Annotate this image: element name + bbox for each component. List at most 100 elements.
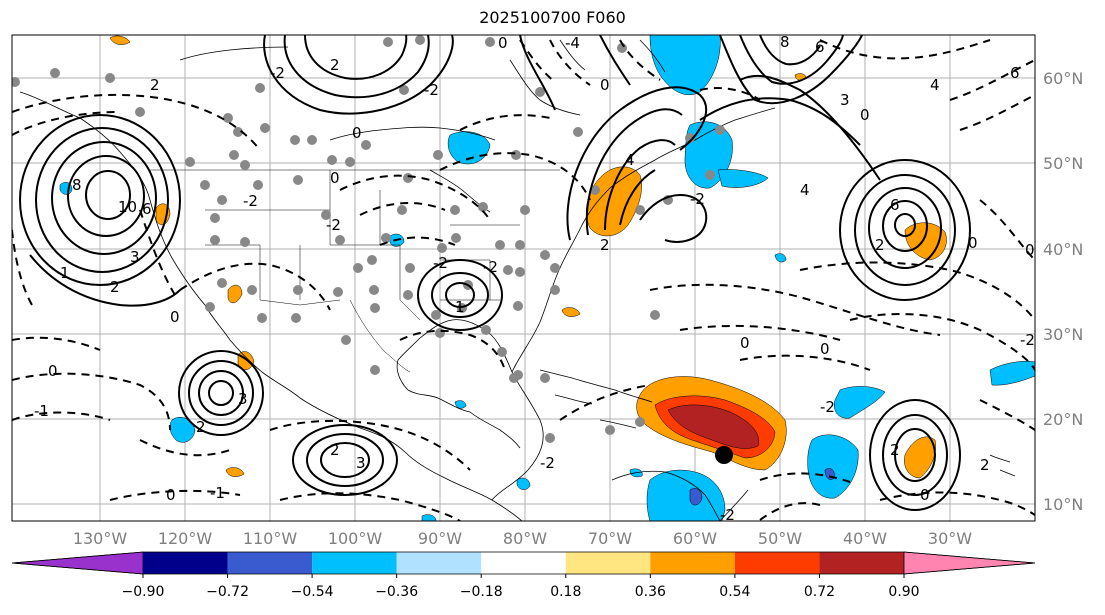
- svg-text:-2: -2: [243, 192, 258, 210]
- colorbar-extend-high: [903, 551, 1036, 575]
- svg-text:-1: -1: [210, 484, 225, 502]
- lon-label-80w: 80°W: [503, 529, 547, 548]
- svg-text:-2: -2: [433, 254, 448, 272]
- svg-text:3: 3: [356, 454, 366, 472]
- svg-text:2: 2: [110, 278, 120, 296]
- lon-label-130w: 130°W: [73, 529, 128, 548]
- dashed-contours: [12, 39, 1035, 521]
- lat-label-50n: 50°N: [1043, 154, 1083, 173]
- svg-text:2: 2: [600, 236, 610, 254]
- svg-text:0: 0: [968, 234, 978, 252]
- svg-text:0: 0: [166, 486, 176, 504]
- latitude-labels: 60°N 50°N 40°N 30°N 20°N 10°N: [1043, 69, 1083, 514]
- lat-label-40n: 40°N: [1043, 240, 1083, 259]
- svg-text:-2: -2: [690, 190, 705, 208]
- lon-label-90w: 90°W: [418, 529, 462, 548]
- colorbar-segment: [565, 552, 651, 574]
- svg-text:3: 3: [238, 390, 248, 408]
- svg-text:0: 0: [600, 76, 610, 94]
- svg-text:0: 0: [920, 486, 930, 504]
- svg-text:4: 4: [930, 76, 940, 94]
- lon-label-100w: 100°W: [328, 529, 383, 548]
- lon-label-60w: 60°W: [673, 529, 717, 548]
- lon-label-50w: 50°W: [758, 529, 802, 548]
- lat-label-10n: 10°N: [1043, 495, 1083, 514]
- svg-text:2: 2: [980, 456, 990, 474]
- colorbar-tick-label: −0.72: [206, 584, 249, 600]
- colorbar-segment: [481, 552, 566, 574]
- svg-text:6: 6: [142, 200, 152, 218]
- colorbar-segment: [734, 552, 820, 574]
- svg-text:8: 8: [780, 33, 790, 51]
- svg-text:2: 2: [330, 441, 340, 459]
- colorbar-segments: [11, 551, 1036, 575]
- svg-text:3: 3: [840, 91, 850, 109]
- svg-text:6: 6: [815, 38, 825, 56]
- svg-text:-2: -2: [483, 258, 498, 276]
- colorbar-tick-label: 0.18: [550, 584, 581, 600]
- svg-text:2: 2: [330, 56, 340, 74]
- colorbar-tick-label: 0.72: [804, 584, 835, 600]
- lon-label-30w: 30°W: [928, 529, 972, 548]
- lon-label-110w: 110°W: [243, 529, 298, 548]
- svg-text:-1: -1: [34, 402, 49, 420]
- lon-label-120w: 120°W: [158, 529, 213, 548]
- colorbar: −0.90 −0.72 −0.54 −0.36 −0.18 0.18 0.36 0.54 0.7…: [11, 551, 1036, 600]
- negative-anomaly-fills: [59, 35, 1035, 521]
- svg-text:0: 0: [170, 308, 180, 326]
- storm-center-marker: [715, 446, 733, 464]
- svg-text:0: 0: [1025, 241, 1035, 259]
- svg-text:2: 2: [150, 76, 160, 94]
- svg-text:-2: -2: [424, 81, 439, 99]
- svg-text:0: 0: [860, 106, 870, 124]
- svg-text:10: 10: [118, 198, 137, 216]
- svg-text:1: 1: [60, 264, 70, 282]
- lat-label-60n: 60°N: [1043, 69, 1083, 88]
- svg-text:2: 2: [875, 236, 885, 254]
- colorbar-tick-label: −0.54: [291, 584, 334, 600]
- svg-text:-2: -2: [1020, 331, 1035, 349]
- svg-text:-2: -2: [540, 454, 555, 472]
- longitude-labels: 130°W 120°W 110°W 100°W 90°W 80°W 70°W 6…: [73, 529, 972, 548]
- positive-anomaly-fills: [109, 35, 947, 479]
- svg-text:4: 4: [625, 151, 635, 169]
- svg-text:0: 0: [740, 334, 750, 352]
- svg-text:6: 6: [1010, 64, 1020, 82]
- svg-text:8: 8: [72, 176, 82, 194]
- colorbar-tick-label: −0.90: [122, 584, 165, 600]
- coastlines: [19, 39, 1016, 521]
- colorbar-tick-label: −0.36: [375, 584, 418, 600]
- svg-text:-2: -2: [326, 216, 341, 234]
- svg-text:0: 0: [330, 169, 340, 187]
- colorbar-segment: [143, 552, 228, 574]
- map-frame: [11, 34, 1036, 522]
- colorbar-segment: [396, 552, 482, 574]
- lat-label-30n: 30°N: [1043, 325, 1083, 344]
- colorbar-tick-label: 0.54: [719, 584, 750, 600]
- map-title: 2025100700 F060: [479, 8, 626, 27]
- svg-text:0: 0: [48, 362, 58, 380]
- svg-text:3: 3: [130, 248, 140, 266]
- svg-text:2: 2: [196, 418, 206, 436]
- svg-text:0: 0: [820, 340, 830, 358]
- solid-contours: [19, 35, 971, 511]
- svg-text:4: 4: [800, 181, 810, 199]
- colorbar-tick-label: 0.90: [888, 584, 919, 600]
- svg-text:-2: -2: [720, 506, 735, 524]
- lon-label-40w: 40°W: [843, 529, 887, 548]
- colorbar-tick-label: −0.18: [460, 584, 503, 600]
- lat-label-20n: 20°N: [1043, 410, 1083, 429]
- svg-text:-2: -2: [820, 398, 835, 416]
- svg-text:2: 2: [890, 441, 900, 459]
- svg-text:-4: -4: [565, 34, 580, 52]
- svg-text:0: 0: [498, 34, 508, 52]
- svg-text:-2: -2: [270, 64, 285, 82]
- svg-text:1: 1: [455, 298, 465, 316]
- colorbar-ticks: −0.90 −0.72 −0.54 −0.36 −0.18 0.18 0.36 0.54 0.7…: [122, 574, 920, 600]
- svg-text:0: 0: [352, 124, 362, 142]
- colorbar-segment: [312, 552, 397, 574]
- colorbar-extend-low: [11, 551, 144, 575]
- lon-label-70w: 70°W: [588, 529, 632, 548]
- colorbar-segment: [819, 552, 904, 574]
